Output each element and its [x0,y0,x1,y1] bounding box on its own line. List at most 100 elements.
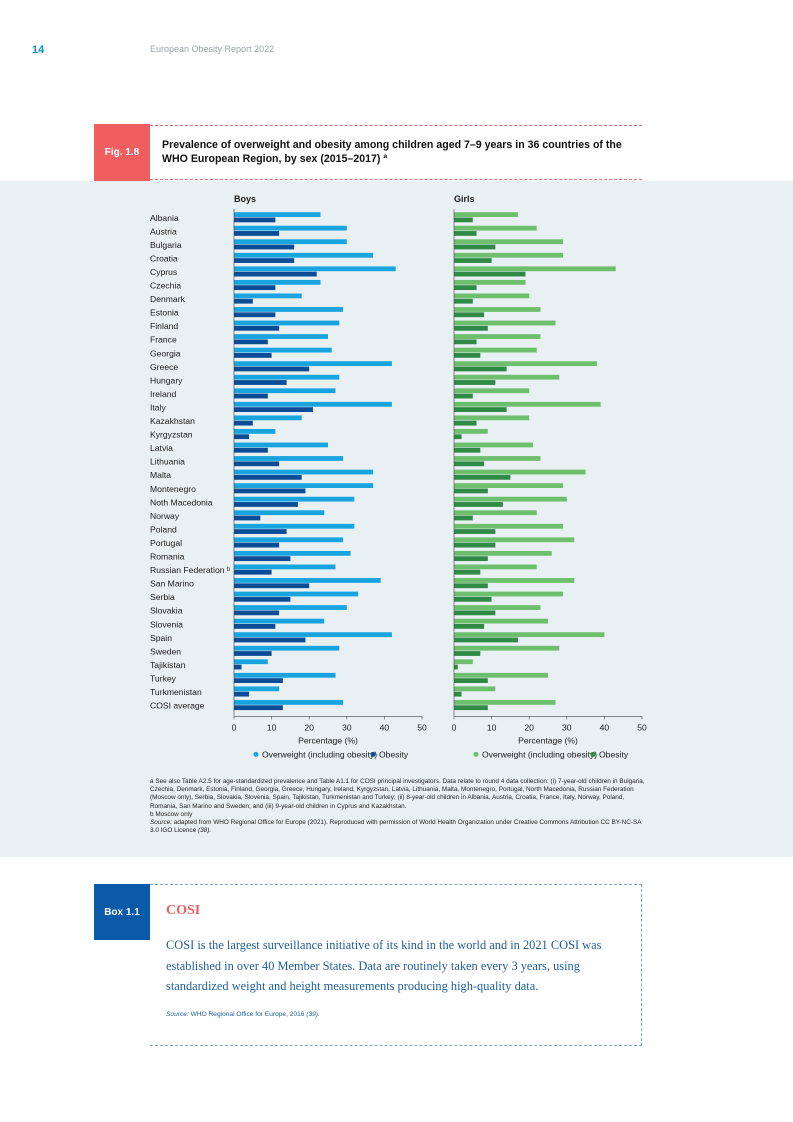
obesity-bar [454,393,473,399]
obesity-bar [454,691,462,697]
overweight-bar [454,361,597,367]
category-label: Portugal [150,538,182,548]
obesity-bar [234,407,313,412]
box-source-label: Source: [166,1011,189,1018]
obesity-bar [454,420,477,426]
overweight-bar [454,266,616,272]
category-label: Latvia [150,443,173,453]
category-label: Sweden [150,646,181,656]
legend-marker [370,751,376,757]
figure-bottom-divider [150,179,642,180]
chart-background [0,181,793,857]
overweight-bar [234,388,336,394]
category-label: Romania [150,552,185,562]
figure-source: Source: adapted from WHO Regional Office… [150,819,645,835]
overweight-bar [234,442,328,448]
x-tick-label: 30 [562,722,572,732]
category-label: Georgia [150,348,181,358]
overweight-bar [454,469,586,475]
category-label: Noth Macedonia [150,497,213,507]
obesity-bar [234,569,272,575]
obesity-bar [234,312,276,318]
obesity-bar [454,231,477,236]
overweight-bar [454,496,567,502]
box-tag: Box 1.1 [94,884,150,940]
category-label: Estonia [150,308,179,318]
overweight-bar [454,212,518,217]
overweight-bar [234,510,325,516]
overweight-bar [454,659,473,665]
obesity-bar [234,691,250,697]
obesity-bar [454,556,488,562]
x-tick-label: 20 [524,722,534,732]
category-label: Czechia [150,281,181,291]
x-tick-label: 0 [232,722,237,732]
obesity-bar [234,366,310,372]
category-label: Kyrgyzstan [150,430,193,440]
overweight-bar [454,347,537,353]
bar-chart: Albania Austria Bulgaria Croatia Cyprus Czech… [150,194,647,759]
overweight-bar [454,483,564,488]
obesity-bar [234,325,280,331]
panel-title: Girls [454,194,475,204]
obesity-bar [234,285,276,291]
obesity-bar [454,447,481,453]
category-label: Ireland [150,389,176,399]
running-head: European Obesity Report 2022 [150,44,275,54]
x-tick-label: 50 [637,722,647,732]
x-tick-label: 10 [267,722,277,732]
figure-top-divider [150,125,642,126]
obesity-bar [454,664,458,670]
obesity-bar [234,624,276,629]
legend-label: Overweight (including obesity) [482,749,597,759]
category-label: Lithuania [150,457,185,467]
overweight-bar [454,239,564,245]
category-label: Greece [150,362,178,372]
overweight-bar [234,700,344,705]
category-label: Tajikistan [150,660,186,670]
obesity-bar [234,583,310,589]
overweight-bar [234,578,381,583]
obesity-bar [234,393,268,399]
category-label: Kazakhstan [150,416,195,426]
overweight-bar [234,537,344,543]
x-tick-label: 30 [342,722,352,732]
category-label: Albania [150,213,179,223]
obesity-bar [454,610,496,616]
overweight-bar [234,469,374,475]
obesity-bar [234,502,298,507]
obesity-bar [454,651,481,656]
obesity-bar [234,488,306,494]
overweight-bar [454,686,496,692]
x-tick-label: 10 [487,722,497,732]
legend-label: Obesity [379,749,409,759]
overweight-bar [454,225,537,231]
obesity-bar [234,447,268,453]
obesity-bar [234,420,253,426]
obesity-bar [454,596,492,602]
box-source-text: WHO Regional Office for Europe, 2016 [188,1011,307,1018]
overweight-bar [234,212,321,217]
source-text: adapted from WHO Regional Office for Eur… [150,819,642,835]
obesity-bar [234,705,283,711]
obesity-bar [454,271,526,277]
overweight-bar [454,456,541,461]
category-label: Slovenia [150,619,183,629]
obesity-bar [234,664,242,670]
overweight-bar [234,564,336,570]
obesity-bar [454,380,496,385]
obesity-bar [454,244,496,250]
obesity-bar [454,488,488,494]
x-tick-label: 40 [600,722,610,732]
obesity-bar [454,474,511,480]
overweight-bar [454,632,605,638]
overweight-bar [454,564,537,570]
overweight-bar [454,293,530,299]
overweight-bar [234,496,355,502]
overweight-bar [454,700,556,705]
obesity-bar [454,366,507,372]
page-number: 14 [32,44,45,56]
obesity-bar [234,461,280,467]
overweight-bar [454,578,575,583]
obesity-bar [454,569,481,575]
